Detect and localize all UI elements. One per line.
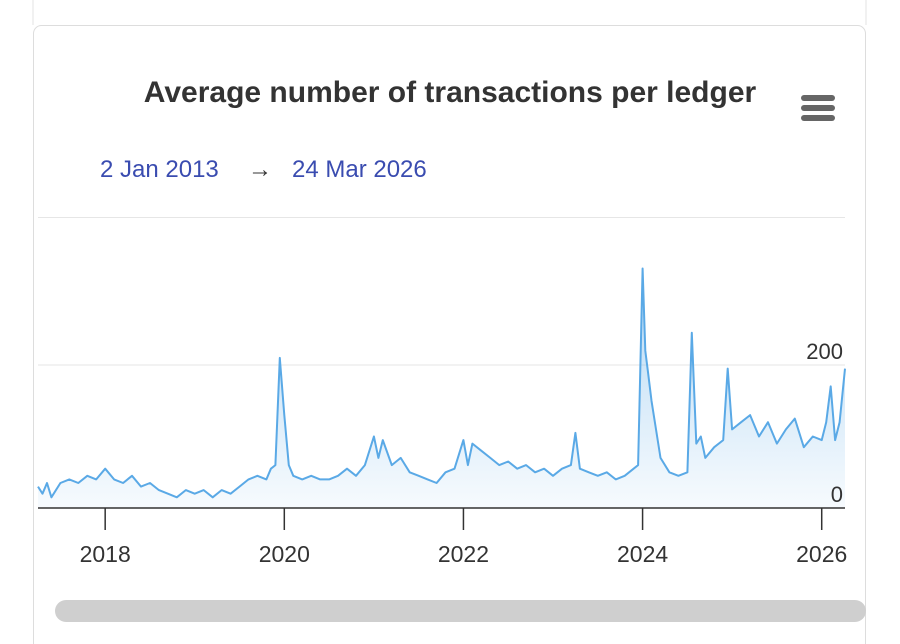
menu-bar xyxy=(801,95,835,101)
y-tick-label: 200 xyxy=(806,339,843,364)
scrollbar[interactable] xyxy=(55,600,866,622)
range-arrow: → xyxy=(248,156,272,183)
menu-bar xyxy=(801,105,835,111)
x-tick-label: 2026 xyxy=(796,541,847,567)
x-tick-label: 2022 xyxy=(438,541,489,567)
range-start[interactable]: 2 Jan 2013 xyxy=(100,156,219,183)
line xyxy=(37,267,846,499)
x-tick-label: 2018 xyxy=(80,541,131,567)
chart-title: Average number of transactions per ledge… xyxy=(144,76,757,109)
area xyxy=(38,268,845,508)
range-end[interactable]: 24 Mar 2026 xyxy=(292,156,427,183)
x-tick-label: 2024 xyxy=(617,541,668,567)
y-tick-label: 0 xyxy=(831,482,843,507)
x-tick-label: 2020 xyxy=(259,541,310,567)
menu-bar xyxy=(801,115,835,121)
menu-button[interactable] xyxy=(801,95,835,121)
